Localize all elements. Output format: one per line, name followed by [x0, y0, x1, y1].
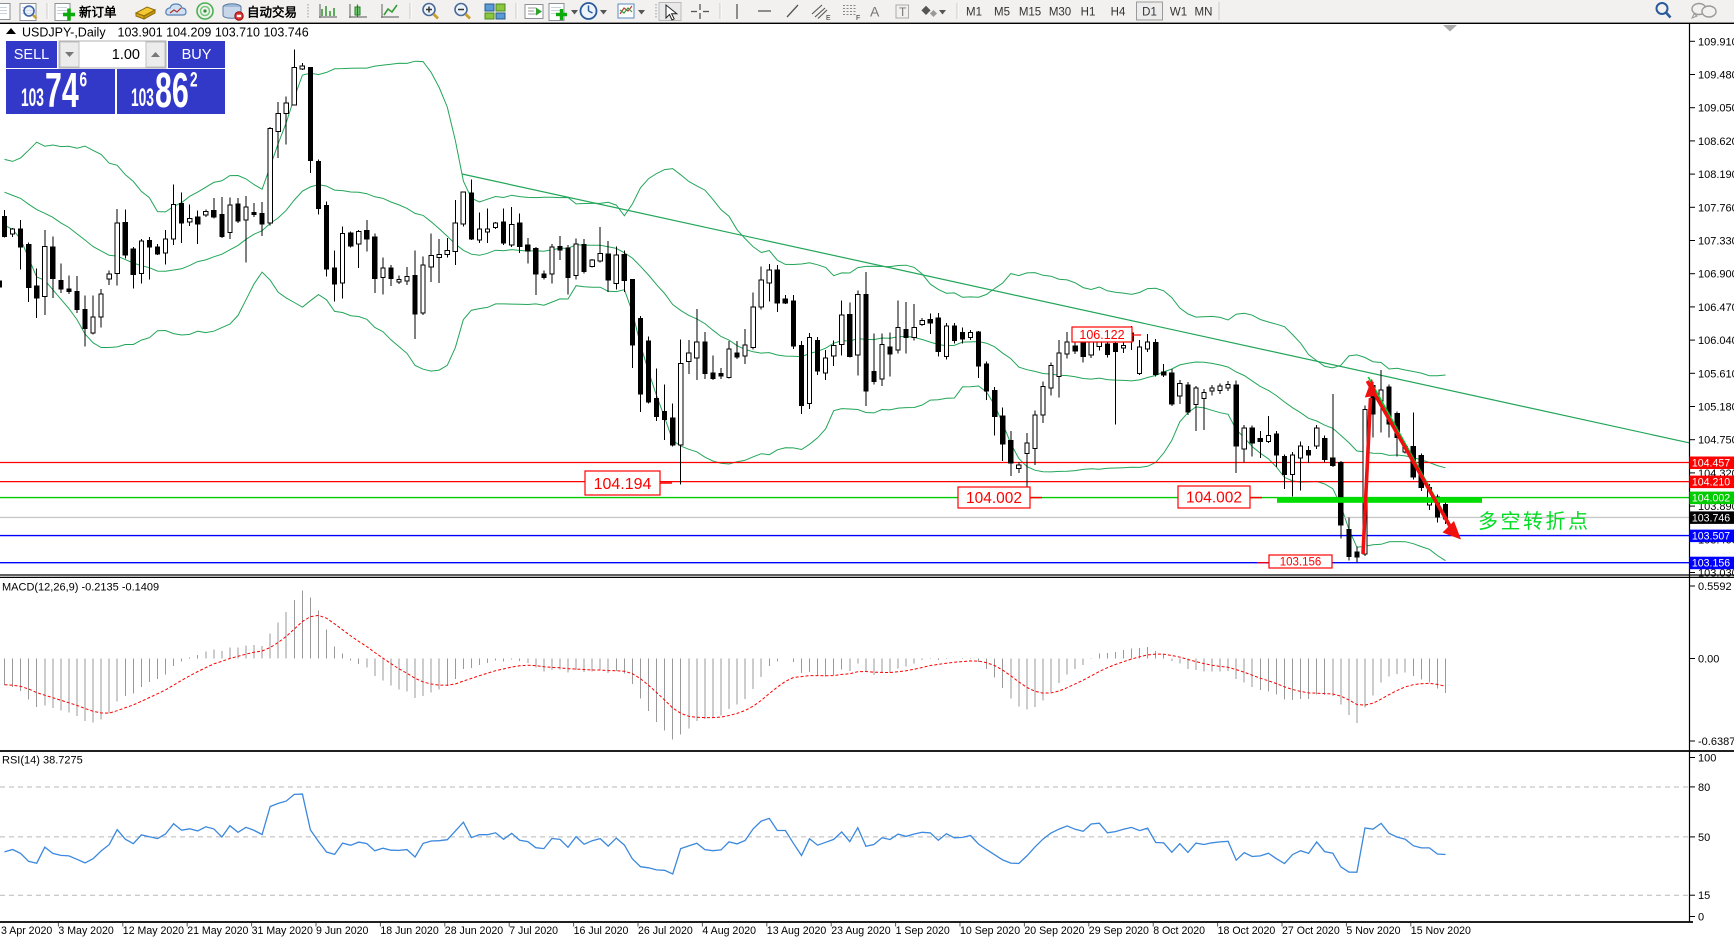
- svg-text:104.194: 104.194: [594, 476, 652, 493]
- svg-text:3 Apr 2020: 3 Apr 2020: [1, 925, 52, 937]
- svg-text:W1: W1: [1170, 7, 1187, 19]
- svg-text:107.330: 107.330: [1698, 236, 1734, 248]
- svg-text:105.610: 105.610: [1698, 368, 1734, 380]
- svg-text:103.746: 103.746: [1692, 512, 1730, 524]
- svg-text:-0.6387: -0.6387: [1698, 736, 1734, 748]
- svg-text:104.457: 104.457: [1692, 458, 1730, 470]
- svg-text:E: E: [826, 15, 831, 22]
- svg-text:109.910: 109.910: [1698, 36, 1734, 48]
- svg-text:104.002: 104.002: [1692, 493, 1730, 505]
- svg-text:104.750: 104.750: [1698, 435, 1734, 447]
- svg-text:15: 15: [1698, 890, 1710, 902]
- svg-text:103: 103: [131, 85, 154, 112]
- svg-text:103.901 104.209 103.710 103.74: 103.901 104.209 103.710 103.746: [118, 26, 309, 40]
- svg-text:H1: H1: [1081, 7, 1096, 19]
- svg-text:103.156: 103.156: [1280, 557, 1322, 569]
- svg-text:M15: M15: [1019, 7, 1041, 19]
- svg-text:T: T: [899, 5, 907, 19]
- svg-text:1 Sep 2020: 1 Sep 2020: [896, 925, 950, 937]
- svg-text:H4: H4: [1111, 7, 1126, 19]
- svg-text:103.890: 103.890: [1698, 501, 1734, 513]
- svg-text:23 Aug 2020: 23 Aug 2020: [831, 925, 891, 937]
- svg-text:109.480: 109.480: [1698, 70, 1734, 82]
- svg-text:28 Jun 2020: 28 Jun 2020: [445, 925, 503, 937]
- svg-text:A: A: [870, 4, 880, 20]
- svg-text:RSI(14) 38.7275: RSI(14) 38.7275: [2, 755, 83, 767]
- svg-text:103.507: 103.507: [1692, 531, 1730, 543]
- svg-text:5 Nov 2020: 5 Nov 2020: [1346, 925, 1400, 937]
- svg-text:MN: MN: [1195, 7, 1213, 19]
- svg-text:108.620: 108.620: [1698, 136, 1734, 148]
- svg-text:USDJPY-,Daily: USDJPY-,Daily: [22, 26, 106, 40]
- svg-text:103: 103: [21, 85, 44, 112]
- svg-text:M5: M5: [994, 7, 1010, 19]
- svg-text:109.050: 109.050: [1698, 103, 1734, 115]
- svg-text:6: 6: [80, 68, 88, 92]
- svg-text:D1: D1: [1142, 7, 1157, 19]
- svg-text:10 Sep 2020: 10 Sep 2020: [960, 925, 1020, 937]
- svg-text:MACD(12,26,9) -0.2135 -0.1409: MACD(12,26,9) -0.2135 -0.1409: [2, 582, 159, 594]
- svg-text:106.122: 106.122: [1079, 328, 1124, 342]
- svg-text:9 Jun 2020: 9 Jun 2020: [316, 925, 369, 937]
- svg-text:4 Aug 2020: 4 Aug 2020: [702, 925, 756, 937]
- svg-text:16 Jul 2020: 16 Jul 2020: [574, 925, 629, 937]
- svg-text:M1: M1: [966, 7, 982, 19]
- svg-text:105.180: 105.180: [1698, 402, 1734, 414]
- svg-text:0: 0: [1698, 912, 1704, 924]
- svg-text:80: 80: [1698, 782, 1710, 794]
- svg-text:多空转折点: 多空转折点: [1478, 510, 1591, 533]
- svg-text:0.00: 0.00: [1698, 654, 1719, 666]
- svg-text:107.760: 107.760: [1698, 202, 1734, 214]
- svg-text:106.470: 106.470: [1698, 302, 1734, 314]
- svg-text:2: 2: [190, 68, 198, 92]
- svg-text:0.5592: 0.5592: [1698, 581, 1732, 593]
- svg-text:104.210: 104.210: [1692, 477, 1730, 489]
- svg-text:29 Sep 2020: 29 Sep 2020: [1089, 925, 1149, 937]
- svg-text:27 Oct 2020: 27 Oct 2020: [1282, 925, 1340, 937]
- svg-text:104.002: 104.002: [1186, 490, 1242, 507]
- svg-text:31 May 2020: 31 May 2020: [252, 925, 313, 937]
- svg-text:SELL: SELL: [14, 47, 49, 63]
- svg-text:3 May 2020: 3 May 2020: [58, 925, 113, 937]
- svg-text:103.156: 103.156: [1692, 558, 1730, 570]
- svg-text:74: 74: [45, 63, 79, 118]
- svg-text:自动交易: 自动交易: [247, 5, 297, 20]
- svg-text:18 Oct 2020: 18 Oct 2020: [1218, 925, 1276, 937]
- svg-text:1.00: 1.00: [112, 47, 140, 63]
- svg-text:18 Jun 2020: 18 Jun 2020: [380, 925, 438, 937]
- svg-text:20 Sep 2020: 20 Sep 2020: [1024, 925, 1084, 937]
- svg-text:7 Jul 2020: 7 Jul 2020: [509, 925, 558, 937]
- svg-text:100: 100: [1698, 753, 1716, 765]
- svg-text:21 May 2020: 21 May 2020: [187, 925, 248, 937]
- svg-text:F: F: [856, 15, 860, 22]
- svg-text:新订单: 新订单: [79, 5, 117, 20]
- svg-text:8 Oct 2020: 8 Oct 2020: [1153, 925, 1205, 937]
- svg-text:12 May 2020: 12 May 2020: [123, 925, 184, 937]
- svg-text:104.002: 104.002: [966, 490, 1022, 507]
- svg-text:13 Aug 2020: 13 Aug 2020: [767, 925, 827, 937]
- svg-text:108.190: 108.190: [1698, 169, 1734, 181]
- svg-text:103.030: 103.030: [1698, 568, 1734, 580]
- svg-text:50: 50: [1698, 832, 1710, 844]
- svg-text:26 Jul 2020: 26 Jul 2020: [638, 925, 693, 937]
- svg-text:15 Nov 2020: 15 Nov 2020: [1411, 925, 1471, 937]
- svg-text:106.040: 106.040: [1698, 335, 1734, 347]
- svg-text:BUY: BUY: [182, 47, 212, 63]
- svg-text:106.900: 106.900: [1698, 269, 1734, 281]
- svg-text:86: 86: [155, 63, 189, 118]
- svg-text:M30: M30: [1049, 7, 1071, 19]
